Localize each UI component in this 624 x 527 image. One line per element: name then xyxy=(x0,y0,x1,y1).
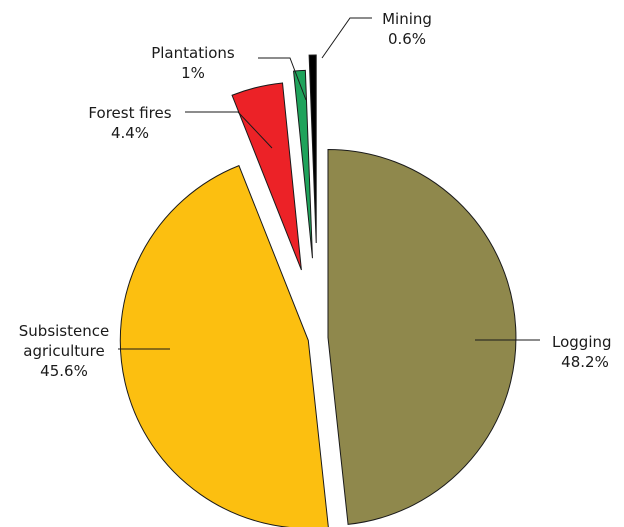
slice-value-label: 4.4% xyxy=(111,124,149,142)
slice-name-label: Subsistence xyxy=(19,322,109,340)
pie-slice-mining xyxy=(308,54,317,244)
slice-labels: Logging 48.2% Subsistence agriculture 45.6% F… xyxy=(19,10,612,380)
pie-slice-subsistence-agriculture xyxy=(119,165,329,527)
slice-value-label: 45.6% xyxy=(40,362,88,380)
pie-slice-logging xyxy=(327,148,517,525)
pie-slices xyxy=(119,54,517,527)
slice-name-label: Logging xyxy=(552,333,612,351)
leader-line-mining xyxy=(321,17,372,59)
slice-value-label: 0.6% xyxy=(388,30,426,48)
slice-label-mining: Mining 0.6% xyxy=(382,10,432,48)
slice-name-label: Plantations xyxy=(151,44,235,62)
slice-name-label: agriculture xyxy=(23,342,104,360)
leader-line-forest-fires xyxy=(185,111,273,149)
slice-name-label: Forest fires xyxy=(88,104,171,122)
slice-value-label: 1% xyxy=(181,64,205,82)
pie-slice-plantations xyxy=(293,69,313,259)
slice-value-label: 48.2% xyxy=(561,353,609,371)
slice-name-label: Mining xyxy=(382,10,432,28)
leader-line-plantations xyxy=(258,57,307,101)
label-leaders xyxy=(118,17,540,350)
slice-label-forest-fires: Forest fires 4.4% xyxy=(88,104,171,142)
slice-label-logging: Logging 48.2% xyxy=(552,333,612,371)
pie-slice-forest-fires xyxy=(231,82,302,271)
slice-label-subsistence-agriculture: Subsistence agriculture 45.6% xyxy=(19,322,109,380)
slice-label-plantations: Plantations 1% xyxy=(151,44,235,82)
